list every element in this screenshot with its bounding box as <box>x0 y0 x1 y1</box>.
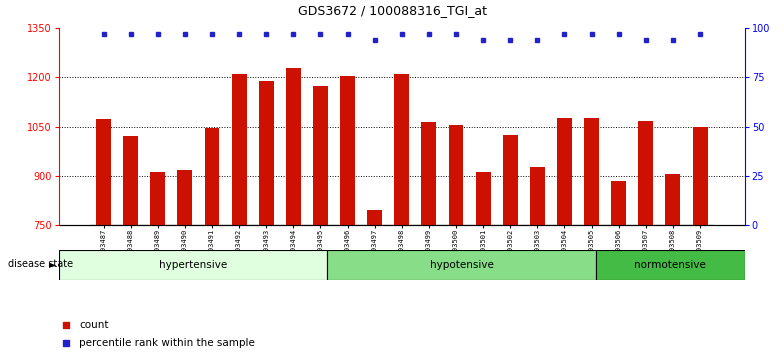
Text: ►: ► <box>49 259 56 269</box>
Bar <box>612 181 626 225</box>
Bar <box>313 86 328 225</box>
Bar <box>231 74 247 225</box>
Text: normotensive: normotensive <box>634 259 706 270</box>
Text: disease state: disease state <box>8 259 73 269</box>
Bar <box>340 76 355 225</box>
Text: hypotensive: hypotensive <box>430 259 493 270</box>
Text: count: count <box>79 320 109 330</box>
Bar <box>448 125 463 225</box>
Bar <box>205 128 220 225</box>
Bar <box>151 172 165 225</box>
Bar <box>557 118 572 225</box>
Bar <box>503 135 517 225</box>
Bar <box>584 118 599 225</box>
Bar <box>59 250 327 280</box>
Bar <box>259 81 274 225</box>
Bar <box>327 250 596 280</box>
Bar <box>286 68 301 225</box>
Bar <box>394 74 409 225</box>
Bar <box>596 250 745 280</box>
Text: GDS3672 / 100088316_TGI_at: GDS3672 / 100088316_TGI_at <box>297 4 487 17</box>
Text: percentile rank within the sample: percentile rank within the sample <box>79 338 256 348</box>
Text: hypertensive: hypertensive <box>159 259 227 270</box>
Bar <box>96 119 111 225</box>
Bar <box>367 210 382 225</box>
Bar <box>666 174 681 225</box>
Bar <box>692 126 707 225</box>
Bar <box>638 121 653 225</box>
Bar <box>476 172 491 225</box>
Bar <box>422 122 437 225</box>
Bar <box>530 167 545 225</box>
Bar <box>177 170 192 225</box>
Bar <box>123 136 138 225</box>
